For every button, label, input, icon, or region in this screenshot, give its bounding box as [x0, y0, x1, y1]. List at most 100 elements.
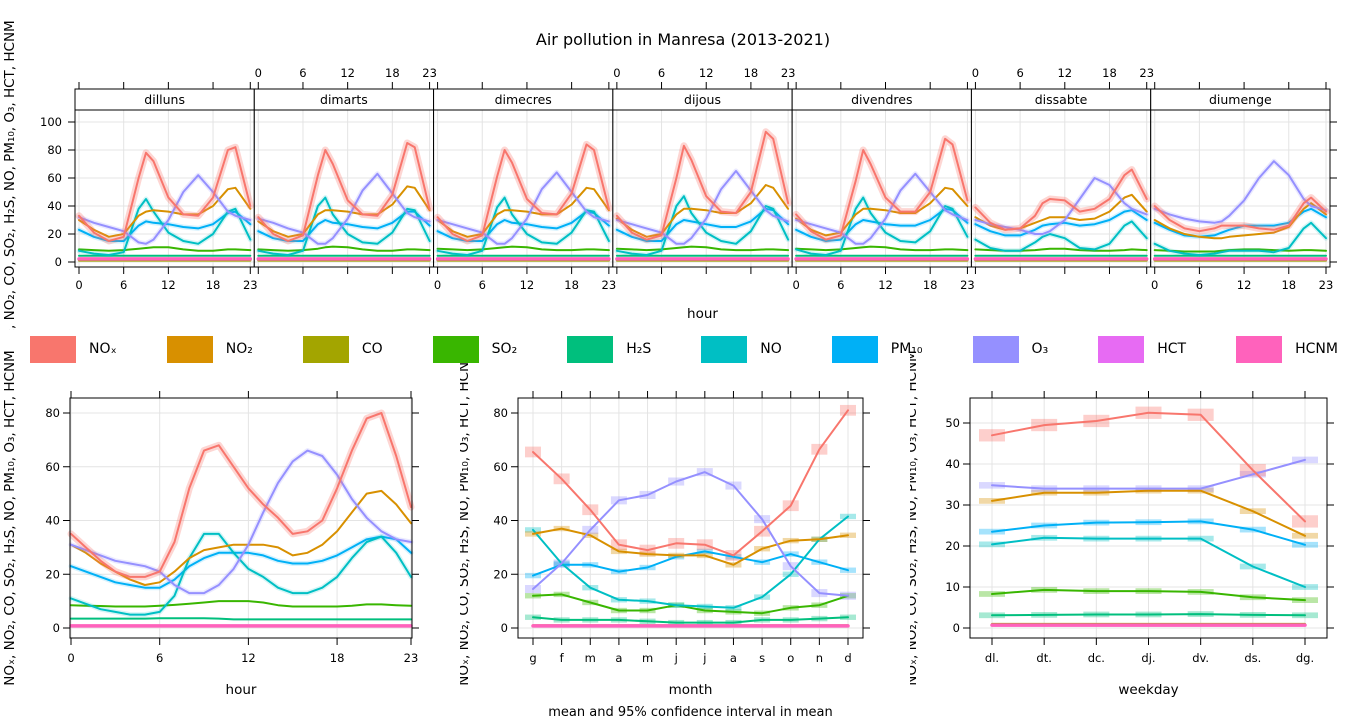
x-tick-label: 12	[1237, 278, 1252, 292]
legend-label-HCNM: HCNM	[1295, 341, 1338, 357]
series-O3-line	[974, 177, 1148, 235]
legend-swatch-HCNM	[1236, 335, 1283, 363]
x-tick-label: dg.	[1296, 651, 1314, 665]
x-axis-title: weekday	[1118, 682, 1178, 698]
y-tick-label: 20	[47, 227, 62, 241]
legend-swatch-O3	[972, 335, 1019, 363]
series-NO-line	[974, 220, 1148, 252]
series-NO-line	[257, 196, 431, 256]
series-O3-line	[532, 471, 849, 597]
legend-label-CO: CO	[361, 341, 383, 357]
series-NOx-line	[974, 168, 1148, 231]
y-tick-label: 60	[45, 460, 60, 474]
series-SO2-line	[615, 245, 790, 252]
series-NOx-line	[991, 411, 1306, 523]
legend-swatch-CO	[302, 335, 349, 363]
legend-item-HCT: HCT	[1098, 335, 1187, 363]
x-tick-label: 18	[330, 651, 345, 665]
series-PM10-line	[1153, 207, 1327, 238]
series-NOx-line	[78, 146, 252, 242]
legend-label-O3: O₃	[1031, 341, 1049, 357]
x-tick-label: 23	[960, 278, 975, 292]
x-tick-label: 6	[156, 651, 163, 665]
chart-title: Air pollution in Manresa (2013-2021)	[535, 30, 831, 49]
x-tick-label-top: 23	[781, 66, 796, 80]
x-tick-label-top: 23	[1139, 66, 1154, 80]
y-tick-label: 80	[47, 143, 62, 157]
x-tick-label: s	[759, 651, 765, 665]
series-SO2-line	[1153, 248, 1327, 253]
chart-note: mean and 95% confidence interval in mean	[548, 705, 832, 720]
legend-label-NO2: NO₂	[225, 341, 253, 357]
x-tick-label-top: 12	[340, 66, 355, 80]
series-SO2-line	[257, 245, 431, 252]
series-SO2-line	[70, 600, 412, 608]
x-tick-label: j	[702, 651, 706, 665]
x-tick-label: o	[787, 651, 794, 665]
series-NO2-line	[615, 184, 790, 238]
legend-label-HCT: HCT	[1157, 341, 1187, 357]
series-H2S-line	[532, 616, 849, 624]
x-tick-label: m	[585, 651, 596, 665]
series-H2S-line	[991, 613, 1306, 617]
x-tick-label-top: 23	[422, 66, 437, 80]
series-NO2-line	[78, 186, 252, 238]
series-PM10-line	[974, 209, 1148, 237]
x-tick-label-top: 18	[385, 66, 400, 80]
legend-label-NOx: NOₓ	[89, 341, 117, 357]
x-tick-label: 18	[1281, 278, 1296, 292]
series-SO2-line	[78, 246, 252, 252]
y-tick-label: 0	[53, 621, 60, 635]
series-SO2-line	[795, 245, 969, 252]
legend-item-HCNM: HCNM	[1236, 335, 1338, 363]
x-tick-label: j	[674, 651, 678, 665]
y-tick-label: 60	[47, 171, 62, 185]
series-NOx-line	[70, 412, 412, 578]
legend-swatch-HCT	[1098, 335, 1145, 363]
series-H2S-line	[70, 617, 412, 621]
series-NO-line	[70, 532, 412, 616]
legend-label-PM10: PM₁₀	[890, 341, 923, 357]
y-tick-label: 10	[945, 580, 960, 594]
x-tick-label: dc.	[1088, 651, 1105, 665]
legend-swatch-SO2	[432, 335, 479, 363]
series-NO-line	[436, 196, 610, 256]
legend-item-H2S: H₂S	[567, 335, 652, 363]
y-tick-label: 50	[945, 416, 960, 430]
panel-bg	[1150, 110, 1330, 267]
series-SO2-line	[991, 588, 1306, 602]
x-tick-label: g	[529, 651, 536, 665]
facet-strip-label: dimarts	[320, 92, 368, 107]
series-O3-line	[615, 170, 790, 245]
legend-item-PM10: PM₁₀	[831, 335, 923, 363]
x-tick-label-top: 18	[744, 66, 759, 80]
y-tick-label: 80	[493, 406, 508, 420]
x-tick-label-top: 6	[658, 66, 665, 80]
x-tick-label: dl.	[985, 651, 999, 665]
legend-label-H2S: H₂S	[626, 341, 652, 357]
legend-swatch-NO2	[166, 335, 213, 363]
x-tick-label: 0	[75, 278, 82, 292]
y-tick-label: 40	[47, 199, 62, 213]
series-PM10-line	[991, 520, 1306, 546]
x-tick-label-top: 12	[699, 66, 714, 80]
x-axis-title: hour	[226, 682, 257, 698]
y-tick-label: 80	[45, 406, 60, 420]
series-O3-line	[436, 171, 610, 245]
y-axis-title: NOₓ, NO₂, CO, SO₂, H₂S, NO, PM₁₀, O₃, HC…	[910, 350, 920, 685]
bottom-chart-hour: NOₓ, NO₂, CO, SO₂, H₂S, NO, PM₁₀, O₃, HC…	[2, 350, 419, 698]
y-tick-label: 40	[493, 514, 508, 528]
top-chart-hour-by-weekday: NOₓ, NO₂, CO, SO₂, H₂S, NO, PM₁₀, O₃, HC…	[2, 20, 1337, 330]
series-NOx-line	[615, 130, 790, 241]
x-tick-label: m	[642, 651, 653, 665]
facet-strip-label: dissabte	[1035, 92, 1088, 107]
series-NO-line	[1153, 221, 1327, 256]
legend-swatch-NO	[701, 335, 748, 363]
x-tick-label-top: 0	[255, 66, 262, 80]
x-tick-label: d	[844, 651, 851, 665]
facet-strip-label: dilluns	[144, 92, 185, 107]
x-tick-label: 6	[1196, 278, 1203, 292]
y-tick-label: 30	[945, 498, 960, 512]
series-O3-line	[70, 449, 412, 595]
